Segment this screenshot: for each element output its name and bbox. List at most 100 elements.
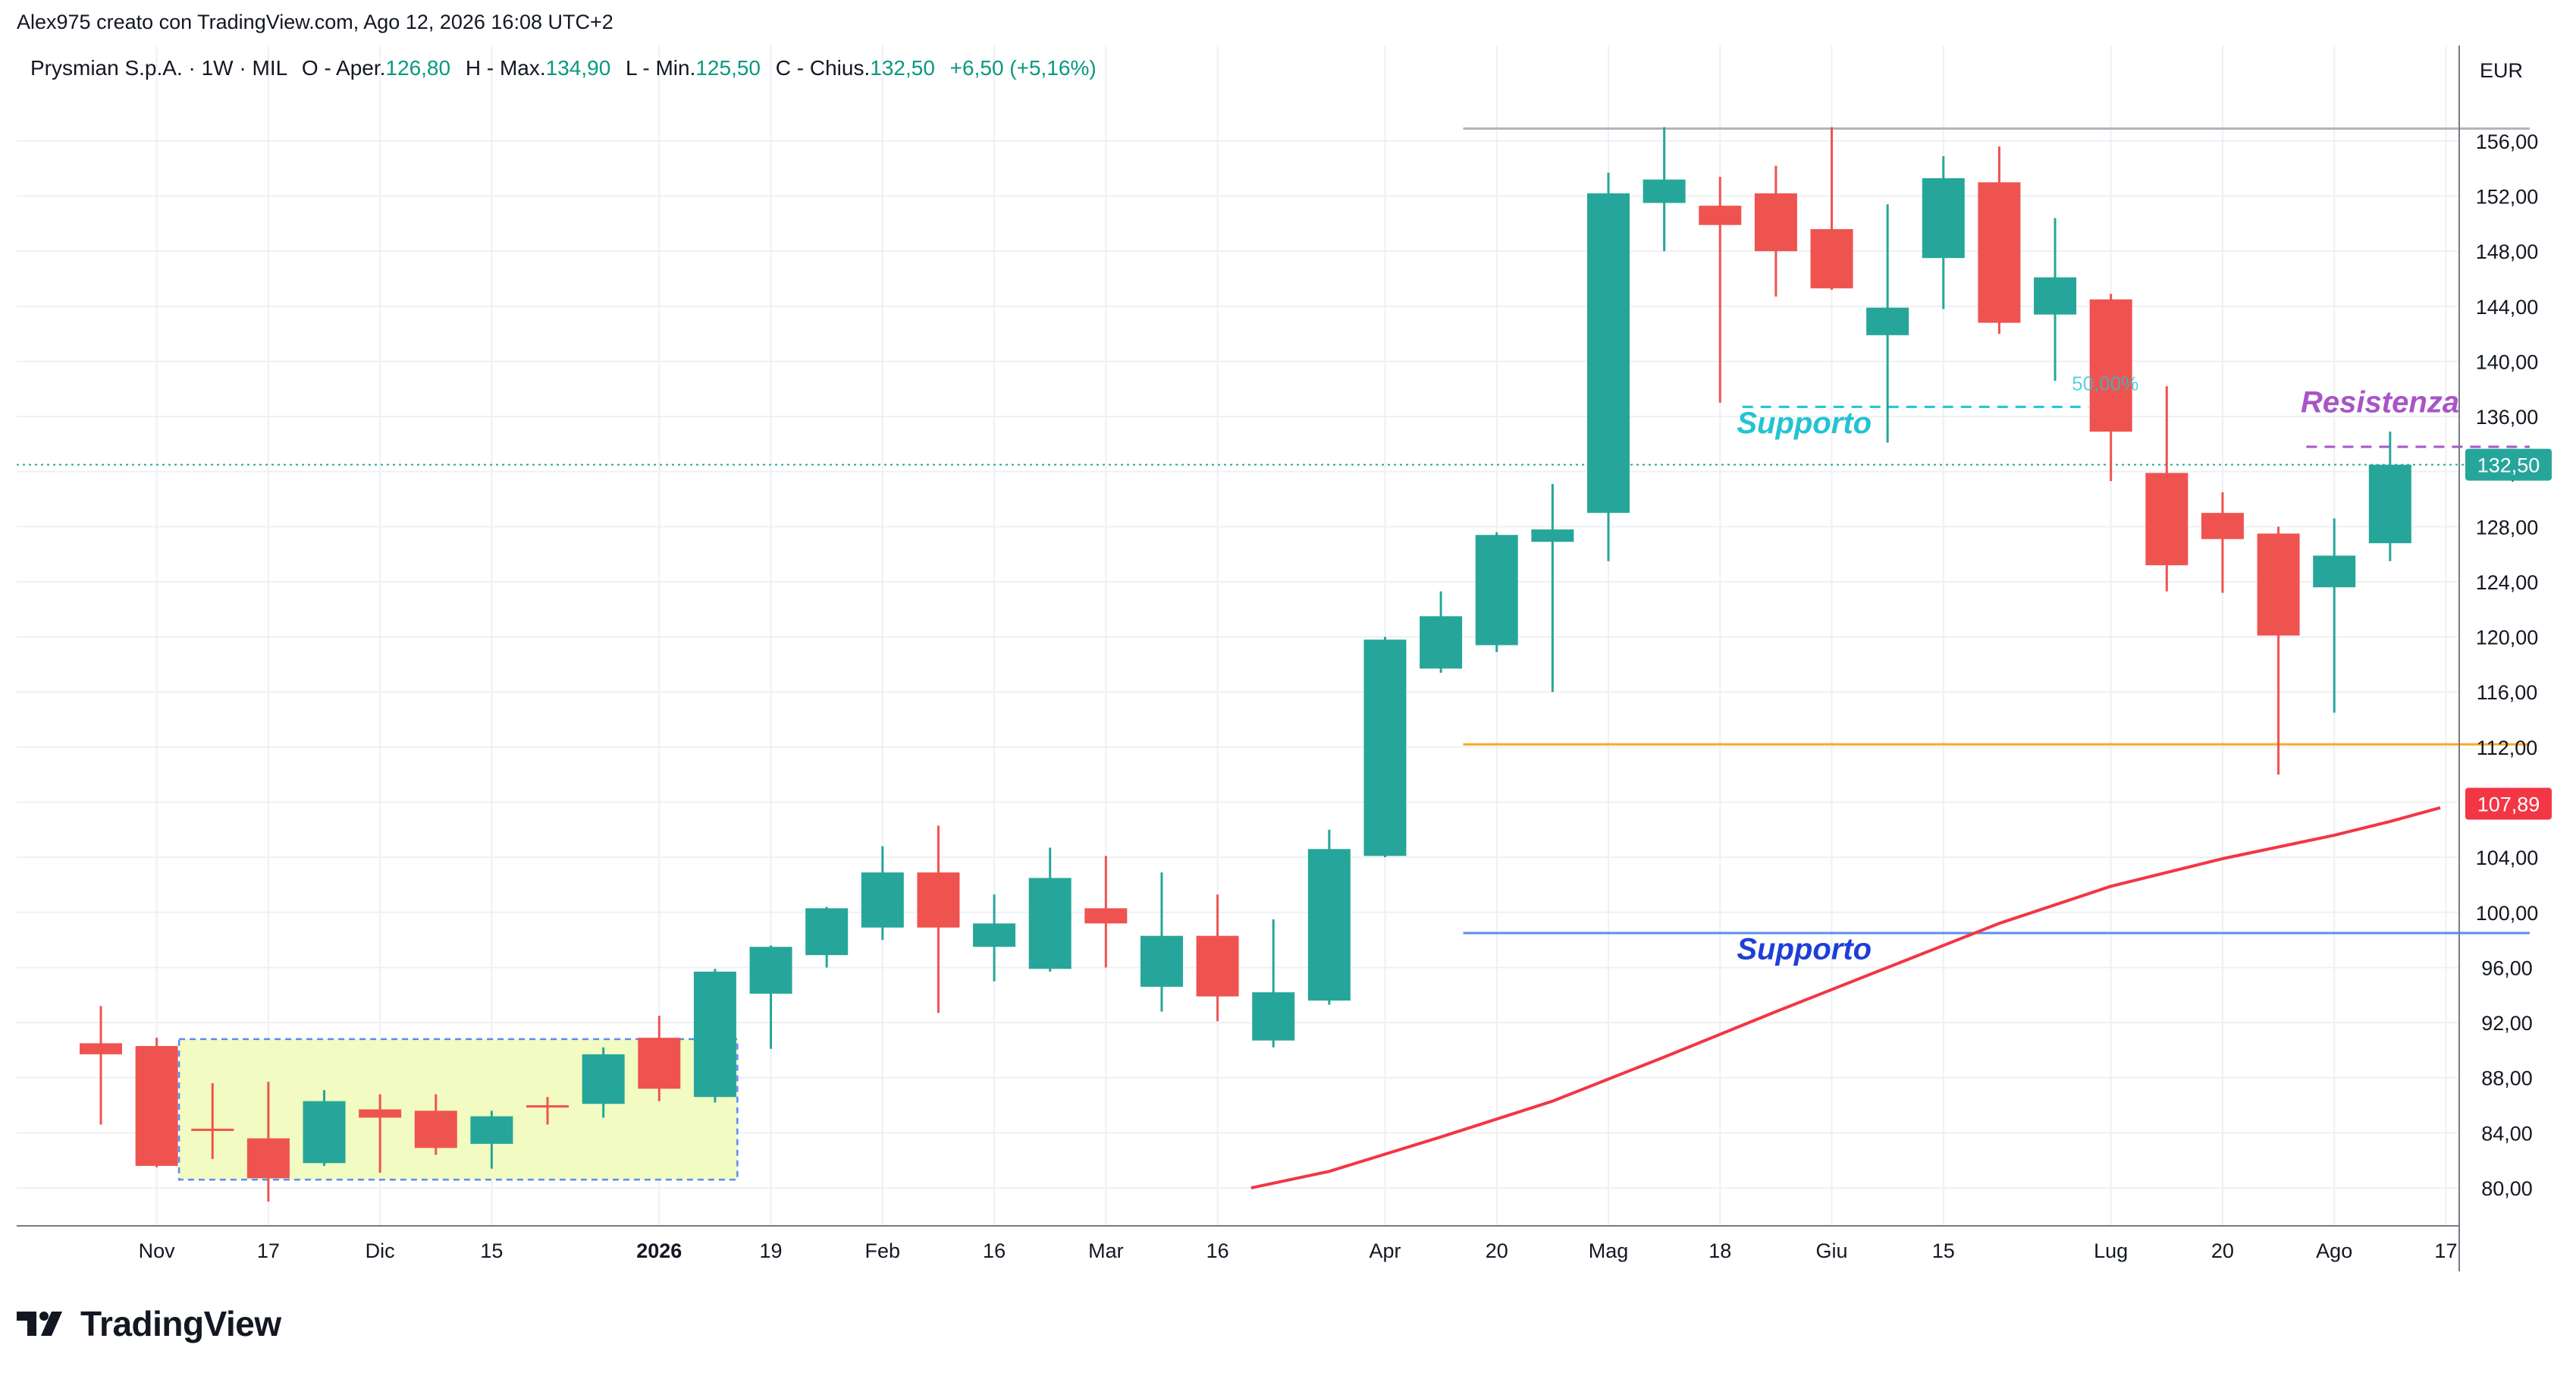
candle-body xyxy=(973,923,1016,947)
candle xyxy=(1475,532,1518,652)
time-tick-label: 15 xyxy=(1932,1239,1955,1262)
price-tick-label: 88,00 xyxy=(2481,1067,2533,1090)
candle xyxy=(973,894,1016,982)
levels-layer xyxy=(17,127,2530,935)
brand-logo[interactable]: TradingView xyxy=(17,1303,281,1344)
price-tick-label: 100,00 xyxy=(2476,902,2539,925)
candle xyxy=(526,1097,569,1125)
candle xyxy=(1978,146,2021,335)
candle-body xyxy=(861,872,904,928)
candle-body xyxy=(1978,182,2021,323)
candle-body xyxy=(582,1054,625,1104)
candle xyxy=(1754,165,1797,297)
candle-body xyxy=(526,1105,569,1108)
time-tick-label: Ago xyxy=(2316,1239,2352,1262)
candle-body xyxy=(1084,908,1128,924)
candle-body xyxy=(303,1101,346,1164)
candle-body xyxy=(1754,193,1797,252)
time-tick-label: 17 xyxy=(2434,1239,2457,1262)
time-tick-label: Giu xyxy=(1816,1239,1848,1262)
price-badge-label: 107,89 xyxy=(2477,793,2540,816)
candle xyxy=(1084,856,1128,968)
price-tick-label: 80,00 xyxy=(2481,1177,2533,1200)
price-tick-label: 84,00 xyxy=(2481,1122,2533,1145)
candle xyxy=(1922,156,1965,309)
price-tick-label: 156,00 xyxy=(2476,130,2539,153)
candle xyxy=(1643,127,1686,252)
candle-body xyxy=(1922,178,1965,259)
candles-layer xyxy=(80,127,2411,1202)
price-badge-label: 132,50 xyxy=(2477,454,2540,477)
candle xyxy=(582,1047,625,1118)
time-tick-label: 15 xyxy=(480,1239,503,1262)
time-tick-label: 2026 xyxy=(636,1239,682,1262)
price-tick-label: 124,00 xyxy=(2476,571,2539,594)
candle-body xyxy=(80,1043,122,1054)
candle-body xyxy=(1196,935,1239,997)
open-value: 126,80 xyxy=(385,56,451,80)
grid xyxy=(17,46,2459,1226)
time-tick-label: 16 xyxy=(1206,1239,1229,1262)
candle-body xyxy=(135,1045,178,1166)
candle xyxy=(1866,204,1909,443)
candle-body xyxy=(917,872,960,928)
candle xyxy=(359,1094,402,1173)
currency-label[interactable]: EUR xyxy=(2480,59,2524,82)
candle-body xyxy=(805,908,849,956)
time-tick-label: 20 xyxy=(1486,1239,1508,1262)
candle xyxy=(2089,294,2132,482)
candle xyxy=(1420,591,1463,673)
time-tick-label: Nov xyxy=(139,1239,176,1262)
candle-body xyxy=(2145,473,2189,566)
candle-body xyxy=(1475,535,1518,646)
candle-body xyxy=(1866,307,1909,335)
price-tick-label: 96,00 xyxy=(2481,957,2533,979)
candle xyxy=(1699,177,1742,403)
candle-body xyxy=(1140,935,1183,987)
moving-average-line xyxy=(1250,806,2441,1189)
time-tick-label: Apr xyxy=(1369,1239,1401,1262)
candle xyxy=(2201,492,2244,593)
candle-body xyxy=(1587,193,1630,514)
tradingview-logo-icon xyxy=(17,1312,62,1336)
low-label: L - Min. xyxy=(626,56,696,80)
price-tick-label: 112,00 xyxy=(2477,737,2538,759)
time-tick-label: 20 xyxy=(2211,1239,2234,1262)
candle xyxy=(1140,872,1183,1012)
close-label: C - Chius. xyxy=(775,56,871,80)
candle xyxy=(1531,484,1574,693)
candle xyxy=(805,906,849,968)
time-tick-label: 17 xyxy=(257,1239,280,1262)
price-tick-label: 116,00 xyxy=(2477,681,2538,704)
close-value: 132,50 xyxy=(870,56,935,80)
candle-body xyxy=(191,1128,234,1131)
candle-body xyxy=(749,947,792,994)
candle-body xyxy=(1363,639,1407,856)
candle xyxy=(638,1016,681,1101)
candle-body xyxy=(2201,513,2244,539)
price-tick-label: 120,00 xyxy=(2476,627,2539,649)
time-tick-label: Lug xyxy=(2094,1239,2128,1262)
axes-layer: 156,00 152,00 148,00 144,00 140,00 136,00 132,… xyxy=(17,46,2552,1271)
candle xyxy=(2257,526,2300,775)
annotation-label: 50,00% xyxy=(2072,372,2138,395)
time-tick-label: 16 xyxy=(983,1239,1006,1262)
candle-body xyxy=(1810,229,1853,289)
candle xyxy=(191,1082,234,1159)
symbol-name[interactable]: Prysmian S.p.A. · 1W · MIL xyxy=(30,56,287,80)
candle-body xyxy=(414,1111,457,1148)
candle-body xyxy=(1307,849,1351,1001)
price-tick-label: 136,00 xyxy=(2476,406,2539,429)
price-tick-label: 148,00 xyxy=(2476,240,2539,263)
candle-body xyxy=(470,1116,513,1144)
candle-body xyxy=(1252,992,1295,1041)
high-label: H - Max. xyxy=(465,56,546,80)
time-tick-label: 19 xyxy=(760,1239,783,1262)
open-label: O - Aper. xyxy=(301,56,386,80)
candle-body xyxy=(2313,555,2356,588)
candle xyxy=(1810,127,1853,290)
author-line: Alex975 creato con TradingView.com, Ago … xyxy=(17,11,613,33)
candle-body xyxy=(2089,299,2132,432)
candle xyxy=(1363,636,1407,858)
